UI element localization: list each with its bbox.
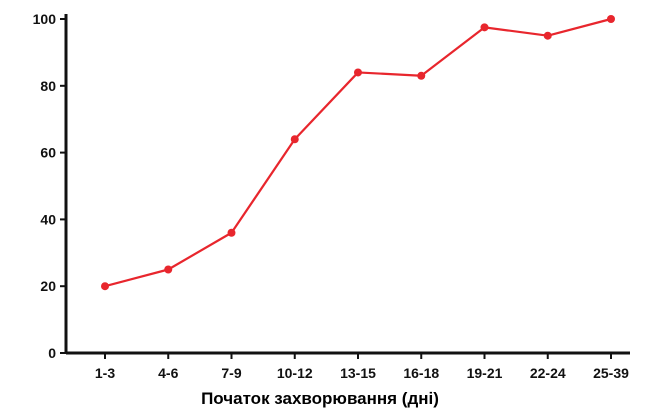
data-point — [354, 68, 362, 77]
x-axis-ticks: 1-3 4-6 7-9 10-12 13-15 16-18 19-21 22-24 25-39 — [95, 353, 629, 381]
y-axis-ticks: 0 20 40 60 80 100 — [33, 11, 66, 361]
y-tick-label: 40 — [40, 211, 56, 227]
y-tick-label: 60 — [40, 145, 56, 161]
x-tick-label: 4-6 — [158, 365, 178, 381]
x-tick-label: 25-39 — [593, 365, 629, 381]
series-group — [101, 15, 615, 291]
x-tick-label: 7-9 — [221, 365, 241, 381]
x-tick-label: 22-24 — [530, 365, 566, 381]
y-tick-label: 100 — [33, 11, 57, 27]
x-tick-label: 10-12 — [277, 365, 313, 381]
data-point — [607, 15, 615, 23]
y-tick-label: 0 — [48, 345, 56, 361]
series-line — [104, 17, 612, 288]
data-point — [101, 282, 109, 291]
x-tick-label: 13-15 — [340, 365, 376, 381]
y-tick-label: 80 — [40, 78, 56, 94]
x-tick-label: 1-3 — [95, 365, 115, 381]
data-point — [543, 31, 552, 40]
y-tick-label: 20 — [40, 278, 56, 294]
data-point — [164, 265, 173, 274]
data-point — [480, 23, 489, 32]
x-tick-label: 19-21 — [467, 365, 503, 381]
data-point — [417, 71, 426, 80]
data-point — [227, 228, 236, 237]
x-axis-title: Початок захворювання (дні) — [201, 389, 439, 408]
x-tick-label: 16-18 — [403, 365, 439, 381]
data-point — [290, 135, 299, 144]
